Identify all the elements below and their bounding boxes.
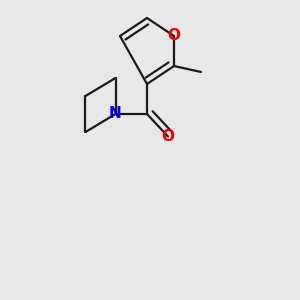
Text: O: O: [167, 28, 181, 44]
Text: N: N: [109, 106, 122, 122]
Text: O: O: [161, 129, 175, 144]
